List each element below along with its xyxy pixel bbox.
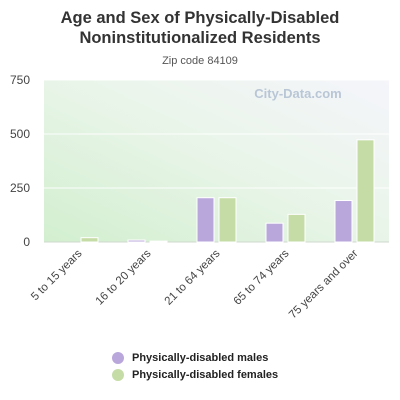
- y-tick-label: 750: [10, 73, 30, 87]
- grid-lines: [44, 79, 389, 243]
- legend-label-females: Physically-disabled females: [132, 369, 279, 381]
- bar: [218, 197, 237, 243]
- chart-title-line-1: Age and Sex of Physically-Disabled: [60, 9, 340, 27]
- chart-title: Age and Sex of Physically-Disabled Nonin…: [0, 8, 400, 48]
- x-axis-ticks: 5 to 15 years 16 to 20 years 21 to 64 year…: [29, 247, 361, 321]
- legend: Physically-disabled males Physically-dis…: [112, 350, 278, 384]
- chart-subtitle: Zip code 84109: [162, 55, 238, 67]
- plot-background: [44, 80, 389, 242]
- legend-swatch-males: [112, 352, 124, 364]
- bar: [80, 237, 99, 243]
- x-tick-label: 75 years and over: [287, 248, 361, 322]
- y-tick-label: 250: [10, 181, 30, 195]
- legend-swatch-females: [112, 369, 124, 381]
- bar: [149, 240, 168, 243]
- x-tick-label: 16 to 20 years: [94, 247, 154, 307]
- bar: [334, 200, 353, 243]
- chart-title-line-2: Noninstitutionalized Residents: [79, 29, 321, 47]
- bars: [80, 139, 375, 243]
- y-axis-ticks: 0 250 500 750: [10, 73, 30, 249]
- y-tick-label: 0: [23, 235, 30, 249]
- bar: [287, 213, 306, 243]
- legend-item-females: Physically-disabled females: [112, 367, 278, 383]
- bar: [265, 222, 284, 243]
- x-tick-label: 65 to 74 years: [232, 247, 292, 307]
- bar: [196, 197, 215, 243]
- bar: [127, 239, 146, 243]
- bar: [356, 139, 375, 243]
- x-tick-label: 5 to 15 years: [29, 247, 85, 303]
- legend-label-males: Physically-disabled males: [132, 352, 269, 364]
- legend-item-males: Physically-disabled males: [112, 350, 278, 366]
- watermark-text: City-Data.com: [254, 86, 341, 101]
- x-tick-label: 21 to 64 years: [163, 247, 223, 307]
- y-tick-label: 500: [10, 127, 30, 141]
